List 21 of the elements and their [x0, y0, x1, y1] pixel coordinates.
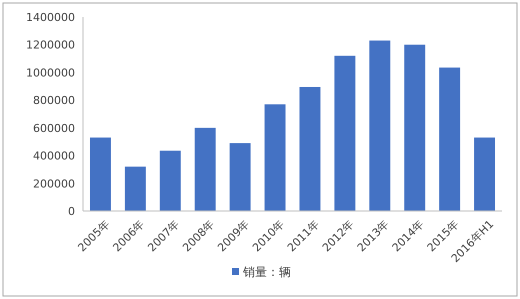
bar	[369, 40, 390, 211]
y-tick-label: 0	[68, 205, 75, 218]
bar	[299, 86, 320, 211]
y-tick-label: 1400000	[26, 11, 75, 24]
legend-label: 销量：辆	[242, 265, 291, 279]
bar	[439, 68, 460, 211]
bar	[160, 150, 181, 211]
bar	[124, 166, 146, 211]
y-tick-label: 1200000	[26, 38, 75, 52]
bar	[230, 143, 251, 211]
bar	[264, 104, 286, 211]
bar	[474, 138, 496, 211]
bar	[334, 56, 356, 211]
bar	[90, 138, 111, 211]
y-tick-label: 600000	[33, 122, 75, 135]
y-tick-label: 200000	[33, 177, 75, 190]
y-tick-label: 800000	[33, 94, 75, 108]
y-tick-label: 400000	[33, 150, 75, 163]
y-tick-label: 1000000	[26, 66, 75, 80]
bar	[194, 128, 216, 211]
bar	[404, 44, 426, 211]
